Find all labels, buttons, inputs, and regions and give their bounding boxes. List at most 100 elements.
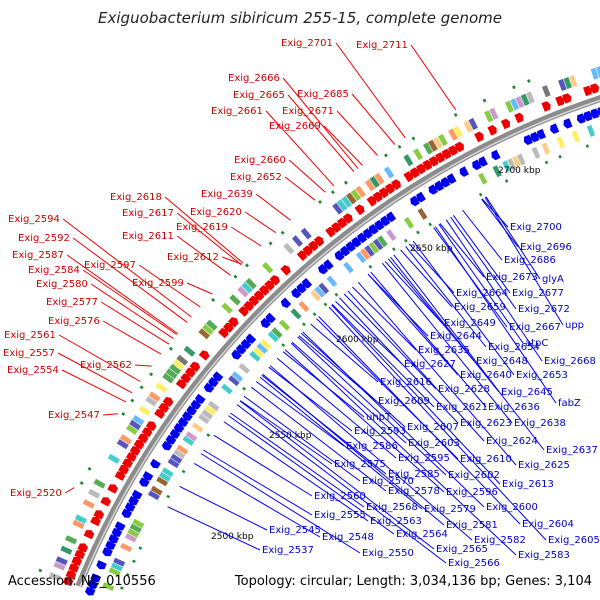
forward-feature — [88, 488, 101, 499]
reverse-feature — [238, 363, 250, 374]
reverse-feature — [502, 160, 512, 173]
forward-gene — [122, 458, 133, 469]
forward-feature — [145, 396, 158, 407]
reverse-feature — [314, 286, 326, 298]
reverse-gene — [114, 521, 126, 531]
reverse-feature — [127, 528, 140, 538]
reverse-gene-label: Exig_2627 — [404, 359, 456, 370]
forward-feature — [148, 391, 161, 402]
reverse-leader-line — [193, 462, 321, 538]
reverse-feature — [256, 342, 268, 354]
reverse-gene-label: Exig_2604 — [522, 519, 574, 530]
reverse-gene — [178, 417, 189, 427]
forward-feature — [183, 345, 196, 357]
outer-marker — [318, 200, 322, 204]
reverse-gene — [150, 458, 161, 469]
reverse-gene — [428, 184, 439, 195]
forward-gene-label: Exig_2580 — [36, 279, 88, 290]
reverse-leader-line — [352, 286, 417, 351]
forward-leader-line — [288, 159, 326, 193]
outer-marker — [343, 180, 348, 185]
reverse-gene-label: Exig_2696 — [520, 242, 572, 253]
reverse-leader-line — [269, 365, 473, 541]
reverse-feature — [185, 431, 198, 442]
forward-gene-label: Exig_2661 — [211, 106, 263, 117]
inner-marker — [392, 247, 396, 252]
reverse-leader-line — [230, 412, 365, 508]
reverse-leader-line — [291, 341, 407, 444]
reverse-feature — [147, 490, 160, 501]
forward-gene — [107, 484, 118, 494]
forward-gene — [562, 93, 572, 104]
forward-gene — [264, 280, 275, 291]
reverse-gene-label: Exig_2635 — [418, 345, 470, 356]
reverse-feature — [267, 331, 279, 343]
forward-feature — [221, 302, 233, 314]
outer-marker — [527, 79, 531, 83]
reverse-gene — [296, 282, 307, 294]
forward-gene — [308, 240, 319, 252]
outer-marker — [139, 385, 144, 390]
forward-feature — [74, 514, 87, 524]
reverse-gene-label: upp — [565, 320, 584, 331]
forward-feature — [65, 535, 78, 545]
forward-leader-line — [62, 218, 192, 318]
forward-feature — [93, 478, 106, 489]
forward-gene — [409, 167, 420, 179]
forward-gene — [100, 497, 111, 507]
reverse-leader-line — [243, 395, 361, 482]
reverse-gene — [111, 527, 123, 537]
reverse-gene-label: Exig_2581 — [446, 520, 498, 531]
forward-feature — [568, 75, 578, 88]
outer-marker — [384, 153, 388, 158]
reverse-leader-line — [357, 281, 517, 466]
forward-gene — [313, 236, 324, 247]
inner-marker — [242, 386, 246, 391]
forward-gene-label: Exig_2547 — [48, 410, 100, 421]
forward-feature — [132, 415, 145, 426]
reverse-feature — [173, 449, 186, 460]
forward-feature — [53, 561, 66, 571]
forward-leader-line — [164, 196, 244, 264]
forward-feature — [423, 142, 433, 155]
reverse-gene — [491, 149, 501, 161]
forward-gene — [118, 464, 129, 475]
forward-feature — [262, 262, 274, 274]
reverse-leader-line — [328, 306, 547, 541]
outer-marker — [268, 241, 273, 246]
reverse-feature — [120, 542, 133, 553]
reverse-gene-label: Exig_2555 — [314, 510, 366, 521]
forward-gene-label: Exig_2562 — [80, 360, 132, 371]
reverse-leader-line — [462, 209, 503, 261]
reverse-gene — [105, 540, 116, 550]
forward-gene — [90, 516, 101, 527]
forward-gene-label: Exig_2660 — [234, 155, 286, 166]
forward-feature — [129, 419, 142, 431]
forward-gene — [403, 171, 414, 183]
reverse-leader-line — [179, 485, 268, 531]
forward-leader-line — [244, 211, 277, 234]
reverse-gene — [440, 176, 451, 188]
reverse-gene-label: Exig_2548 — [322, 532, 374, 543]
reverse-gene-label: Exig_2564 — [396, 529, 448, 540]
outer-marker — [411, 136, 416, 141]
forward-feature — [107, 453, 120, 464]
forward-leader-line — [255, 193, 291, 221]
reverse-gene-label: Exig_2640 — [460, 370, 512, 381]
reverse-gene-label: Exig_2649 — [444, 318, 496, 329]
reverse-leader-line — [452, 215, 511, 294]
reverse-gene — [265, 312, 276, 323]
forward-feature — [119, 434, 132, 445]
forward-gene — [422, 159, 432, 171]
forward-feature — [245, 277, 257, 290]
reverse-gene-label: glyA — [542, 274, 564, 285]
map-title: Exiguobacterium sibiricum 255-15, comple… — [98, 9, 502, 27]
outer-marker — [330, 190, 335, 195]
forward-gene — [391, 179, 401, 191]
reverse-gene-label: Exig_2625 — [518, 460, 570, 471]
reverse-leader-line — [438, 223, 524, 344]
forward-gene-label: Exig_2666 — [228, 73, 280, 84]
reverse-leader-line — [240, 400, 333, 465]
forward-feature — [116, 439, 129, 450]
forward-feature — [468, 117, 478, 130]
